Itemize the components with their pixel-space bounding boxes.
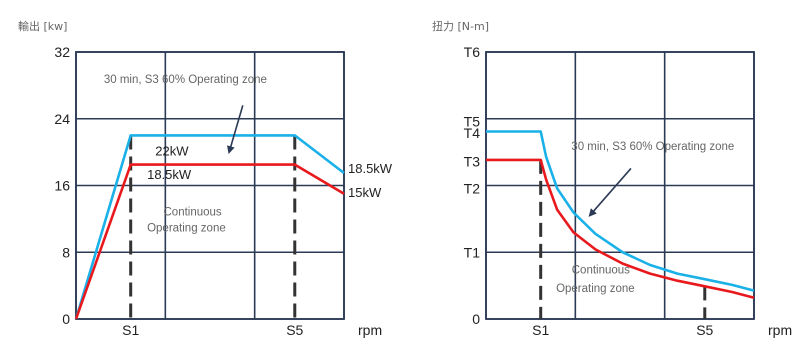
y-tick-label: T1 [464, 244, 481, 260]
zone-annotation: Operating zone [556, 283, 635, 295]
y-tick-label: 24 [54, 111, 70, 127]
zone-annotation: Continuous [572, 265, 630, 277]
series-value-label: 18.5kW [348, 161, 393, 176]
y-tick-label: 0 [472, 311, 480, 327]
plot-frame [485, 51, 755, 320]
power-chart: 輸出 [kw] 0 8 16 24 32 S1 S5 rpm 30 min, S3 60% Ope… [18, 19, 393, 338]
series-value-label: 22kW [155, 143, 189, 158]
y-tick-label: T3 [464, 153, 481, 169]
y-tick-label: 16 [54, 178, 70, 194]
y-tick-label: T2 [464, 180, 481, 196]
x-axis-label: rpm [358, 322, 382, 338]
series-line-blue [486, 130, 755, 292]
y-tick-label: 8 [62, 244, 70, 260]
y-tick-label: 32 [54, 44, 70, 60]
y-tick-label: T6 [464, 44, 481, 60]
y-tick-label: 0 [62, 311, 70, 327]
x-tick-label: S1 [532, 322, 549, 338]
series-line-blue [74, 134, 345, 320]
series-value-label: 15kW [348, 185, 382, 200]
y-unit-label: 扭力 [N-m] [432, 19, 489, 33]
zone-annotation: Operating zone [147, 222, 226, 234]
series-value-label: 18.5kW [147, 167, 192, 182]
x-tick-label: S5 [696, 322, 713, 338]
y-tick-label: T5 [464, 114, 481, 130]
zone-annotation: 30 min, S3 60% Operating zone [571, 141, 734, 153]
y-tick-label: T4 [464, 125, 481, 141]
series-line-red [486, 158, 755, 299]
series-line-red [74, 163, 345, 320]
x-tick-label: S1 [122, 322, 139, 338]
annotation-arrow [588, 167, 632, 217]
zone-annotation: Continuous [164, 207, 222, 219]
y-unit-label: 輸出 [kw] [18, 19, 67, 33]
x-tick-label: S5 [286, 322, 303, 338]
x-axis-label: rpm [768, 322, 792, 338]
zone-annotation: 30 min, S3 60% Operating zone [104, 74, 267, 86]
plot-frame [75, 51, 345, 320]
annotation-arrow [226, 105, 244, 155]
